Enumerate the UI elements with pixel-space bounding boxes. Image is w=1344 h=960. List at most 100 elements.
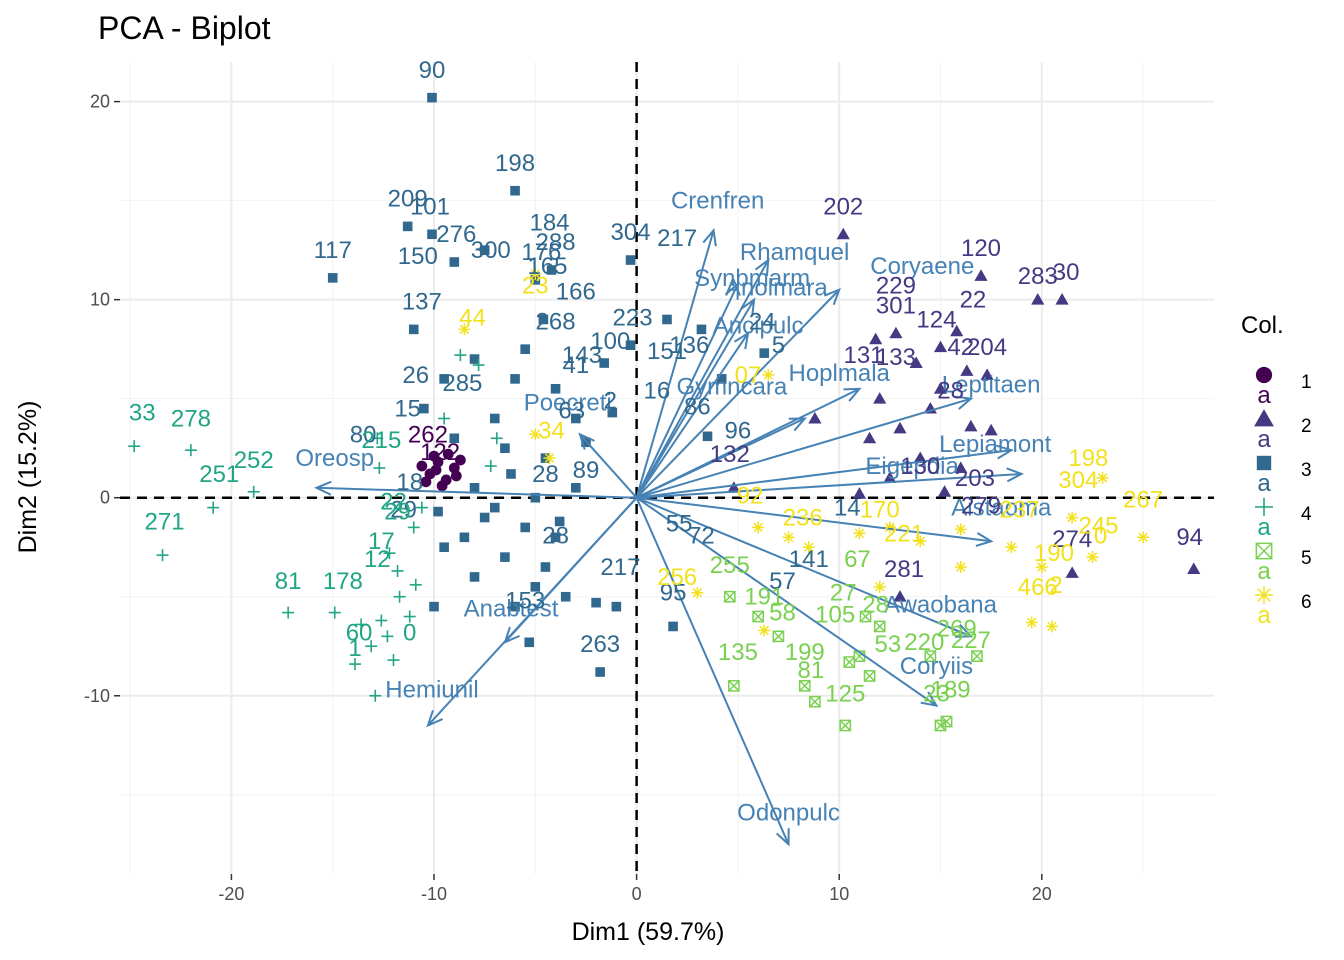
box xyxy=(873,620,886,633)
data-point-series-6 xyxy=(1066,511,1079,524)
data-point-series-4 xyxy=(375,614,388,627)
point-label: 22 xyxy=(960,287,987,314)
data-point-series-3 xyxy=(696,324,707,335)
data-point-series-4 xyxy=(409,578,422,591)
legend-keys: a 1 a 2 a 3 a 4 a 5 a 6 xyxy=(1254,366,1312,629)
point-label: 279 xyxy=(961,493,1001,520)
box xyxy=(940,715,953,728)
data-point-series-2 xyxy=(808,411,822,424)
data-point-series-6 xyxy=(873,580,886,593)
data-point-series-2 xyxy=(950,324,964,337)
data-point-series-4 xyxy=(371,432,384,445)
data-point-series-3 xyxy=(469,483,480,493)
legend-label: 1 xyxy=(1301,372,1312,393)
point-label: 256 xyxy=(657,564,697,591)
point-label: 267 xyxy=(1123,487,1163,514)
point-label: 124 xyxy=(916,306,956,333)
data-point-series-2 xyxy=(937,485,952,497)
data-point-series-4 xyxy=(282,606,295,619)
point-label: 23 xyxy=(522,273,549,300)
box xyxy=(843,656,856,668)
point-label: 101 xyxy=(410,193,450,220)
point-label: 90 xyxy=(419,57,446,84)
point-label: 28 xyxy=(862,592,889,619)
point-label: 135 xyxy=(718,639,758,666)
point-label: 125 xyxy=(825,681,865,708)
point-label: 33 xyxy=(129,399,156,426)
star-d2 xyxy=(1087,552,1098,562)
variable-label: Ancipulc xyxy=(713,312,804,339)
point-label: 117 xyxy=(314,237,352,264)
point-label: 221 xyxy=(884,520,924,547)
star-d2 xyxy=(1026,617,1037,628)
arrow-Synbmarm xyxy=(635,283,739,499)
legend-key-6 xyxy=(1255,586,1273,604)
point-label: 245 xyxy=(1078,512,1118,539)
point-label: 143 xyxy=(562,342,602,369)
point-label: 466 xyxy=(1018,574,1058,601)
variable-label: Aistaoma xyxy=(951,495,1052,522)
point-label: 2 xyxy=(1049,572,1062,599)
point-label: 120 xyxy=(961,235,1001,262)
data-point-series-5 xyxy=(971,650,983,662)
star-d2 xyxy=(1097,473,1108,483)
variable-label: Coryaene xyxy=(870,253,974,280)
point-label: 63 xyxy=(558,397,585,424)
cross-b xyxy=(728,680,740,692)
y-tick-label: 20 xyxy=(90,92,110,112)
variable-label: Hemiunil xyxy=(385,677,478,704)
data-point-series-3 xyxy=(716,374,727,384)
data-point-series-6 xyxy=(954,561,967,574)
point-label: 301 xyxy=(876,293,916,320)
arrow-head xyxy=(920,691,939,708)
data-point-series-2 xyxy=(852,487,867,499)
cross-b xyxy=(853,650,866,662)
arrow-head xyxy=(314,480,332,496)
data-point-series-6 xyxy=(1045,620,1058,633)
data-point-series-2 xyxy=(933,340,948,353)
data-point-series-4 xyxy=(349,658,362,671)
point-label: 283 xyxy=(1018,263,1058,290)
point-label: 285 xyxy=(442,370,482,397)
data-point-series-3 xyxy=(327,273,338,283)
data-point-series-3 xyxy=(571,413,581,424)
arrow-Gymncara xyxy=(636,417,806,499)
point-label: 131 xyxy=(843,342,883,369)
data-point-series-5 xyxy=(839,719,852,732)
box xyxy=(752,610,765,623)
point-label: 165 xyxy=(527,253,567,280)
point-label: 14 xyxy=(834,495,861,522)
data-point-series-3 xyxy=(408,324,419,335)
data-point-series-4 xyxy=(369,689,382,702)
data-point-series-3 xyxy=(554,516,565,527)
data-point-series-5 xyxy=(934,719,947,732)
data-point-series-3 xyxy=(479,245,490,255)
box xyxy=(859,610,872,623)
point-label: 0 xyxy=(1094,522,1107,549)
y-tick-label: 0 xyxy=(100,488,110,508)
point-label: 217 xyxy=(657,225,697,252)
variable-label: Gymncara xyxy=(676,374,787,401)
data-point-series-4 xyxy=(207,501,220,514)
data-point-series-1 xyxy=(428,450,440,462)
box xyxy=(971,650,983,662)
data-point-series-3 xyxy=(540,562,551,572)
data-point-series-2 xyxy=(1065,566,1079,578)
data-point-series-4 xyxy=(247,485,260,498)
data-point-series-2 xyxy=(727,481,741,493)
data-point-series-3 xyxy=(459,532,470,543)
data-point-series-2 xyxy=(954,461,968,473)
point-label: 268 xyxy=(536,308,576,335)
variable-label: Awaobana xyxy=(884,592,998,619)
star-d2 xyxy=(692,588,703,598)
arrow-Odonpulc xyxy=(635,497,790,845)
point-label: 204 xyxy=(967,334,1007,361)
data-point-series-3 xyxy=(668,621,678,632)
star-d2 xyxy=(1047,621,1057,632)
data-point-series-4 xyxy=(438,412,451,425)
point-label: 07 xyxy=(735,362,762,389)
arrow-head xyxy=(754,257,770,277)
point-label: 136 xyxy=(669,332,709,359)
cross-b xyxy=(799,680,811,692)
data-point-series-3 xyxy=(489,502,500,513)
